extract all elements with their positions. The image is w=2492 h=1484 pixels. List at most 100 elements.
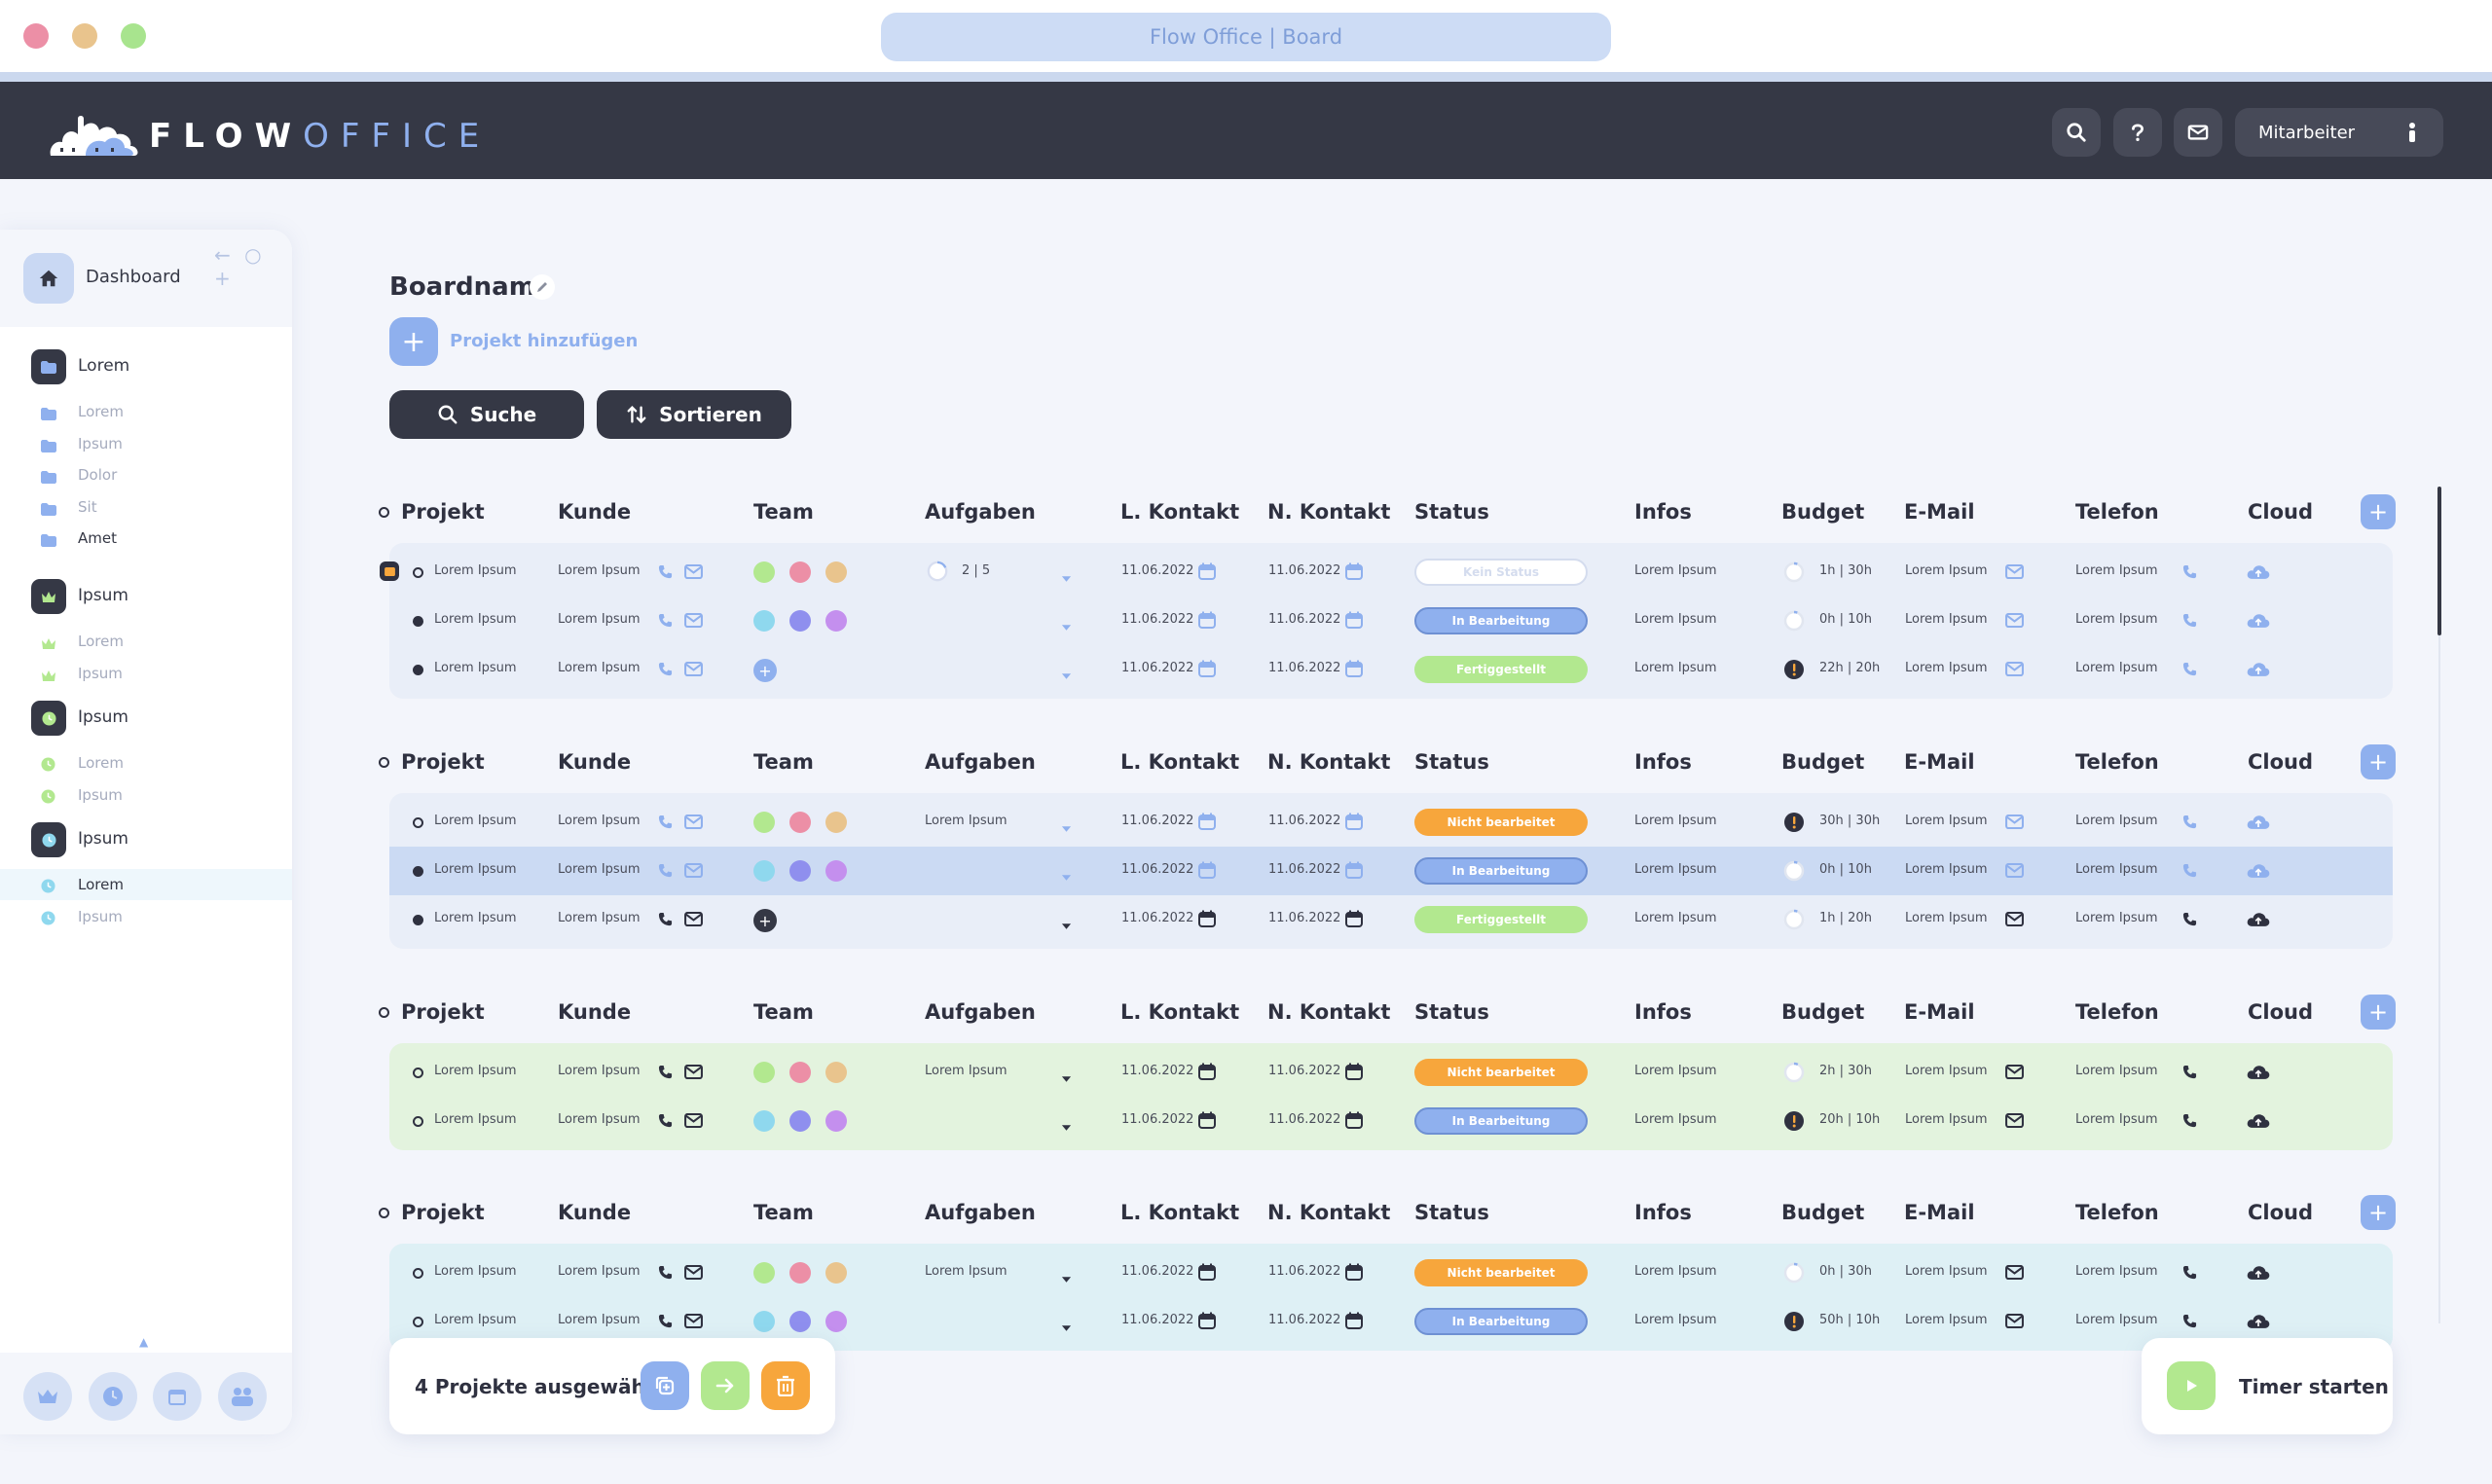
column-header-aufgaben[interactable]: Aufgaben (925, 1000, 1036, 1024)
column-header-budget[interactable]: Budget (1781, 750, 1865, 774)
maximize-window-button[interactable] (121, 23, 146, 49)
scroll-track[interactable] (2438, 487, 2440, 1323)
row-select-checkbox[interactable] (413, 567, 423, 578)
team-member-avatar[interactable] (753, 561, 775, 583)
column-header-team[interactable]: Team (753, 750, 814, 774)
cloud-upload-icon[interactable] (2247, 1313, 2270, 1333)
column-header-n-kontakt[interactable]: N. Kontakt (1267, 500, 1391, 524)
phone-icon[interactable] (2182, 1113, 2197, 1132)
team-member-avatar[interactable] (825, 1062, 847, 1083)
calendar-icon[interactable] (1345, 1312, 1363, 1333)
column-header-infos[interactable]: Infos (1634, 1201, 1692, 1224)
column-header-n-kontakt[interactable]: N. Kontakt (1267, 750, 1391, 774)
team-member-avatar[interactable] (753, 1110, 775, 1132)
table-row[interactable]: Lorem Ipsum Lorem Ipsum +11.06.2022 11.06.2… (389, 895, 2393, 944)
row-select-checkbox[interactable] (413, 1317, 423, 1327)
calendar-icon[interactable] (1345, 910, 1363, 931)
sidebar-group-3[interactable] (31, 701, 66, 736)
column-header-projekt[interactable]: Projekt (401, 1000, 485, 1024)
chevron-down-icon[interactable] (1061, 617, 1072, 635)
team-member-avatar[interactable] (753, 812, 775, 833)
team-member-avatar[interactable] (789, 610, 811, 632)
mail-icon[interactable] (2005, 612, 2024, 632)
add-team-member-button[interactable]: + (753, 659, 777, 682)
mail-icon[interactable] (684, 862, 703, 882)
row-select-checkbox[interactable] (413, 1116, 423, 1127)
team-member-avatar[interactable] (825, 1262, 847, 1284)
team-member-avatar[interactable] (825, 1311, 847, 1332)
minimize-window-button[interactable] (72, 23, 97, 49)
sidebar-item-ipsum[interactable]: Ipsum (0, 901, 292, 932)
cloud-upload-icon[interactable] (2247, 1112, 2270, 1133)
sidebar-clock-button[interactable] (89, 1372, 137, 1421)
phone-icon[interactable] (658, 1065, 673, 1083)
calendar-icon[interactable] (1345, 660, 1363, 681)
column-header-team[interactable]: Team (753, 1000, 814, 1024)
chevron-down-icon[interactable] (1061, 916, 1072, 934)
sidebar-item-sit[interactable]: Sit (0, 491, 292, 523)
team-member-avatar[interactable] (825, 860, 847, 882)
chevron-down-icon[interactable] (1061, 666, 1072, 684)
team-member-avatar[interactable] (753, 1062, 775, 1083)
mail-icon[interactable] (2005, 1264, 2024, 1284)
chevron-up-icon[interactable]: ▲ (139, 1335, 149, 1349)
team-member-avatar[interactable] (789, 561, 811, 583)
column-header-telefon[interactable]: Telefon (2075, 750, 2159, 774)
sidebar-calendar-button[interactable] (153, 1372, 202, 1421)
team-member-avatar[interactable] (825, 1110, 847, 1132)
logo-icon[interactable] (47, 109, 140, 158)
column-header-aufgaben[interactable]: Aufgaben (925, 750, 1036, 774)
table-row[interactable]: Lorem Ipsum Lorem Ipsum 11.06.2022 11.06.20… (389, 1097, 2393, 1145)
edit-board-name-button[interactable] (530, 274, 555, 300)
chevron-down-icon[interactable] (1061, 1318, 1072, 1336)
column-header-team[interactable]: Team (753, 1201, 814, 1224)
search-button[interactable] (2052, 108, 2101, 157)
sidebar-group-1[interactable] (31, 349, 66, 384)
column-header-telefon[interactable]: Telefon (2075, 1201, 2159, 1224)
mail-icon[interactable] (684, 612, 703, 632)
delete-selected-button[interactable] (761, 1361, 810, 1410)
team-member-avatar[interactable] (825, 610, 847, 632)
phone-icon[interactable] (658, 814, 673, 833)
team-member-avatar[interactable] (789, 1110, 811, 1132)
team-member-avatar[interactable] (753, 860, 775, 882)
column-header-status[interactable]: Status (1414, 500, 1489, 524)
team-member-avatar[interactable] (753, 610, 775, 632)
team-member-avatar[interactable] (825, 561, 847, 583)
status-badge[interactable]: Kein Status (1414, 559, 1588, 586)
column-header-infos[interactable]: Infos (1634, 750, 1692, 774)
calendar-icon[interactable] (1345, 562, 1363, 584)
mail-badge-icon[interactable] (380, 561, 399, 581)
chevron-down-icon[interactable] (1061, 818, 1072, 837)
phone-icon[interactable] (2182, 912, 2197, 930)
status-badge[interactable]: Nicht bearbeitet (1414, 1259, 1588, 1286)
mail-icon[interactable] (684, 911, 703, 930)
phone-icon[interactable] (2182, 1265, 2197, 1284)
column-header-telefon[interactable]: Telefon (2075, 500, 2159, 524)
table-row[interactable]: Lorem Ipsum Lorem Ipsum 11.06.2022 11.06.20… (389, 1297, 2393, 1346)
column-header-projekt[interactable]: Projekt (401, 1201, 485, 1224)
cloud-upload-icon[interactable] (2247, 814, 2270, 834)
table-row[interactable]: Lorem Ipsum Lorem Ipsum Lorem Ipsum 11.06.2… (389, 1249, 2393, 1297)
select-all-checkbox[interactable] (379, 757, 389, 768)
select-all-checkbox[interactable] (379, 1208, 389, 1218)
timer-label[interactable]: Timer starten (2239, 1375, 2389, 1398)
scrollbar-thumb[interactable] (2437, 487, 2441, 635)
calendar-icon[interactable] (1345, 1263, 1363, 1285)
column-header-l-kontakt[interactable]: L. Kontakt (1120, 1201, 1240, 1224)
column-header-e-mail[interactable]: E-Mail (1904, 1201, 1975, 1224)
status-badge[interactable]: Fertiggestellt (1414, 906, 1588, 933)
table-row[interactable]: Lorem Ipsum Lorem Ipsum +11.06.2022 11.06.2… (389, 645, 2393, 694)
add-row-button[interactable]: + (2361, 744, 2396, 779)
status-badge[interactable]: In Bearbeitung (1414, 1308, 1588, 1335)
row-select-checkbox[interactable] (413, 915, 423, 925)
sidebar-controls[interactable]: ← ○ + (214, 243, 266, 290)
team-member-avatar[interactable] (789, 1262, 811, 1284)
status-badge[interactable]: Fertiggestellt (1414, 656, 1588, 683)
mail-icon[interactable] (2005, 1313, 2024, 1332)
cloud-upload-icon[interactable] (2247, 862, 2270, 883)
calendar-icon[interactable] (1198, 1312, 1216, 1333)
status-badge[interactable]: In Bearbeitung (1414, 607, 1588, 634)
sidebar-item-lorem[interactable]: Lorem (0, 626, 292, 657)
sidebar-item-ipsum[interactable]: Ipsum (0, 428, 292, 459)
